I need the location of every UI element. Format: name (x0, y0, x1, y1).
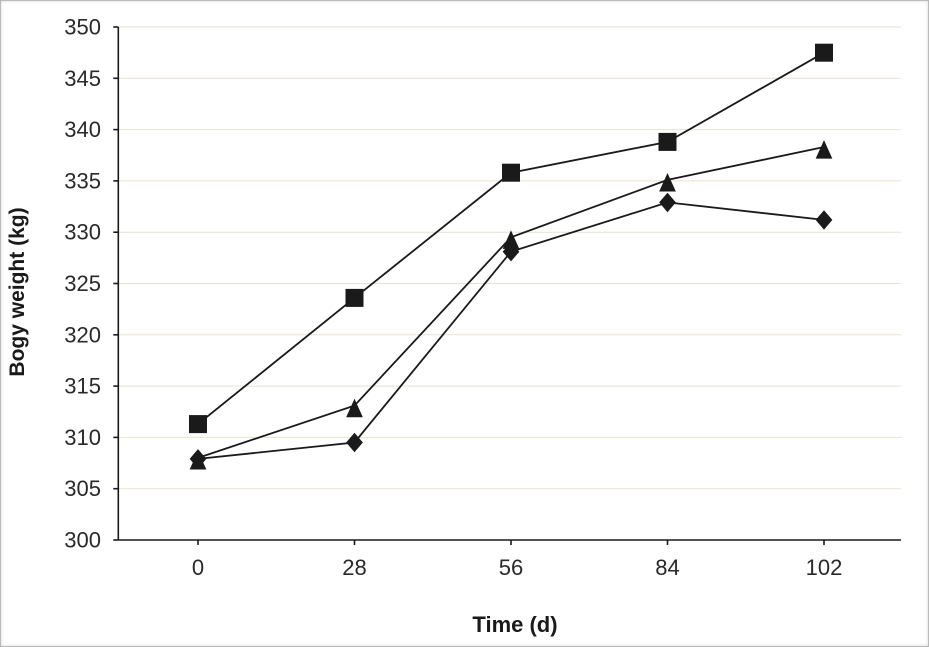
svg-text:335: 335 (64, 168, 101, 193)
svg-text:Bogy weight (kg): Bogy weight (kg) (6, 207, 29, 376)
svg-text:28: 28 (342, 555, 366, 580)
svg-text:102: 102 (806, 555, 843, 580)
svg-text:350: 350 (64, 15, 101, 40)
svg-text:320: 320 (64, 322, 101, 347)
svg-text:310: 310 (64, 425, 101, 450)
svg-text:315: 315 (64, 374, 101, 399)
svg-text:56: 56 (499, 555, 523, 580)
svg-text:325: 325 (64, 271, 101, 296)
svg-text:330: 330 (64, 220, 101, 245)
svg-text:340: 340 (64, 117, 101, 142)
svg-text:345: 345 (64, 66, 101, 91)
svg-text:Time (d): Time (d) (472, 612, 557, 637)
svg-text:0: 0 (192, 555, 204, 580)
svg-text:84: 84 (655, 555, 679, 580)
svg-text:305: 305 (64, 476, 101, 501)
svg-text:300: 300 (64, 528, 101, 553)
